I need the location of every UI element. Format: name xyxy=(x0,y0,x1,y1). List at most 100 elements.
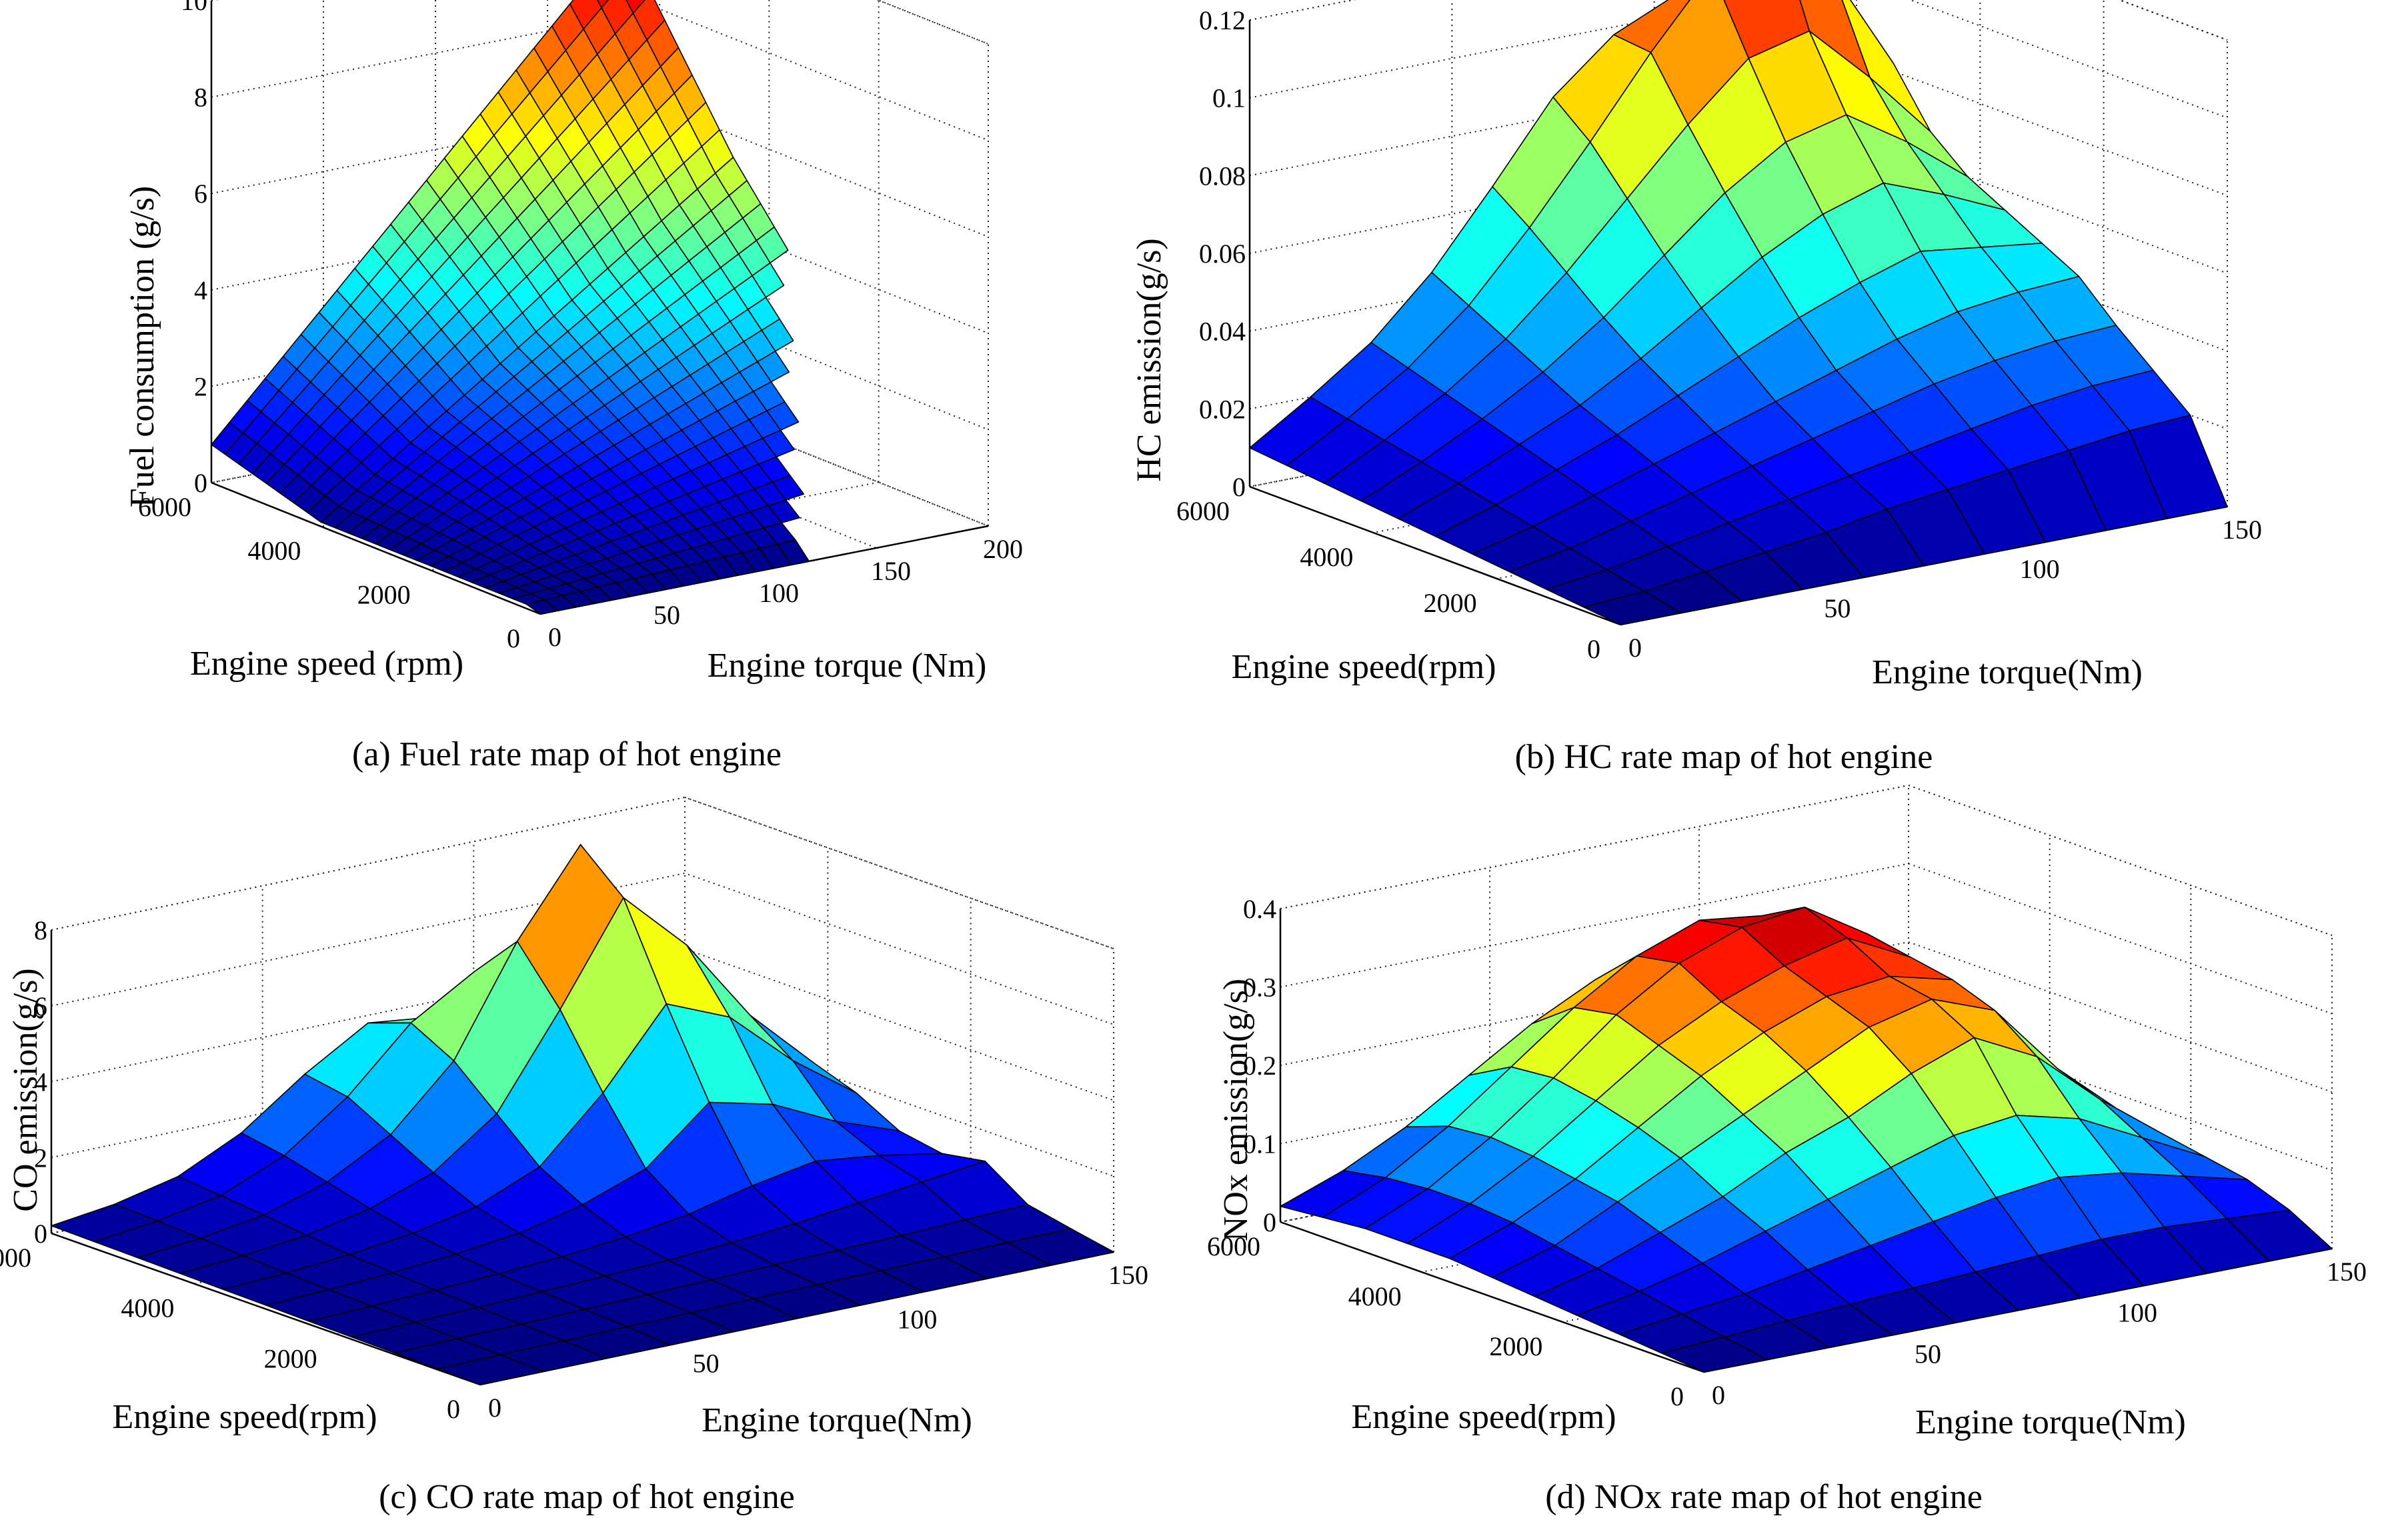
x-tick-label: 100 xyxy=(759,578,799,608)
x-axis-title: Engine torque (Nm) xyxy=(708,647,987,685)
tick-labels: 0 2 4 6 8 0 50 100 150 0 2000 4000 6000 xyxy=(0,915,1148,1424)
y-tick-label: 2000 xyxy=(1489,1331,1542,1361)
y-tick-label: 0 xyxy=(507,623,520,653)
z-tick-label: 0.4 xyxy=(1243,894,1276,924)
surface-patch xyxy=(1660,1336,1767,1373)
axes-edge xyxy=(1908,785,2333,936)
axes-edge xyxy=(876,0,989,45)
x-axis-title: Engine torque(Nm) xyxy=(1872,653,2143,691)
chart-panel-nox: 0 0.1 0.2 0.3 0.4 0 50 100 150 0 2000 4000 6000 Engin… xyxy=(1207,784,2367,1441)
x-tick-label: 100 xyxy=(2020,554,2060,584)
y-tick-label: 4000 xyxy=(247,536,301,566)
gridline-z xyxy=(1280,941,2333,1093)
gridline-z xyxy=(51,796,1114,949)
z-tick-label: 0 xyxy=(34,1219,47,1249)
y-tick-label: 6000 xyxy=(1176,496,1230,526)
y-tick-label: 6000 xyxy=(0,1243,31,1273)
y-axis-line xyxy=(1249,485,1621,626)
gridline-z xyxy=(51,872,1114,1025)
chart-panel-co: 0 2 4 6 8 0 50 100 150 0 2000 4000 6000 Engine torque… xyxy=(0,796,1148,1439)
chart-panel-hc: 0 0.02 0.04 0.06 0.08 0.1 0.12 0 50 100 150 0 2000 40… xyxy=(1130,0,2262,691)
y-tick-label: 2000 xyxy=(1424,588,1477,618)
x-tick-label: 50 xyxy=(1915,1339,1941,1369)
tick-labels: 0 0.02 0.04 0.06 0.08 0.1 0.12 0 50 100 150 0 2000 40… xyxy=(1176,5,2262,664)
x-tick-label: 200 xyxy=(983,534,1023,564)
z-tick-label: 0 xyxy=(194,468,207,498)
z-tick-label: 0.02 xyxy=(1199,394,1246,424)
z-tick-label: 0.08 xyxy=(1199,161,1246,191)
axes-edge xyxy=(1280,785,1909,909)
z-tick-label: 0.1 xyxy=(1243,1129,1276,1159)
axes-edge xyxy=(684,797,1114,949)
y-axis-title: Engine speed(rpm) xyxy=(1231,648,1496,686)
y-tick-label: 2000 xyxy=(357,579,411,609)
y-tick-label: 4000 xyxy=(1348,1281,1402,1311)
x-tick-label: 0 xyxy=(488,1393,501,1423)
y-tick-label: 4000 xyxy=(1300,542,1353,572)
y-axis-line xyxy=(1280,1221,1704,1373)
tick-labels: 0 0.1 0.2 0.3 0.4 0 50 100 150 0 2000 4000 6000 xyxy=(1207,894,2367,1411)
y-tick-label: 4000 xyxy=(121,1293,174,1323)
z-tick-label: 0.12 xyxy=(1199,5,1246,35)
z-tick-label: 0 xyxy=(1232,472,1246,502)
y-axis-line xyxy=(51,1232,481,1386)
z-tick-label: 8 xyxy=(34,915,47,945)
z-tick-label: 2 xyxy=(194,371,207,401)
z-tick-label: 8 xyxy=(194,83,207,113)
gridline-z xyxy=(51,948,1114,1101)
axes-edge xyxy=(2117,0,2228,41)
x-tick-label: 100 xyxy=(897,1304,937,1334)
x-tick-label: 50 xyxy=(693,1349,720,1379)
y-tick-label: 0 xyxy=(447,1394,460,1424)
x-tick-label: 150 xyxy=(1108,1260,1148,1290)
z-axis-title: HC emission(g/s) xyxy=(1130,238,1168,481)
y-tick-label: 6000 xyxy=(1207,1231,1260,1261)
y-tick-label: 6000 xyxy=(138,492,191,522)
z-axis-title: NOx emission(g/s) xyxy=(1217,979,1255,1241)
z-tick-label: 0.04 xyxy=(1199,317,1246,347)
surface-patch xyxy=(525,599,559,615)
y-tick-label: 0 xyxy=(1587,634,1600,664)
surface xyxy=(51,844,1114,1385)
gridline-z xyxy=(1280,1019,2333,1171)
z-axis-title: Fuel consumption (g/s) xyxy=(123,186,161,507)
x-tick-label: 0 xyxy=(1628,633,1642,663)
caption-co: (c) CO rate map of hot engine xyxy=(379,1478,795,1516)
surface-patch xyxy=(596,0,609,9)
x-tick-label: 50 xyxy=(1824,593,1851,623)
caption-nox: (d) NOx rate map of hot engine xyxy=(1545,1478,1983,1516)
z-tick-label: 4 xyxy=(194,275,207,305)
z-tick-label: 6 xyxy=(34,991,47,1021)
caption-fuel: (a) Fuel rate map of hot engine xyxy=(352,735,782,773)
z-tick-label: 0 xyxy=(1263,1207,1276,1237)
x-tick-label: 0 xyxy=(548,622,561,652)
z-tick-label: 6 xyxy=(194,179,207,209)
y-axis-title: Engine speed(rpm) xyxy=(112,1398,377,1436)
surface xyxy=(1280,907,2333,1373)
caption-hc: (b) HC rate map of hot engine xyxy=(1515,738,1933,776)
x-tick-label: 150 xyxy=(2222,515,2262,545)
surface xyxy=(1249,0,2228,625)
z-tick-label: 10 xyxy=(181,0,207,16)
surface xyxy=(211,0,810,615)
z-tick-label: 0.1 xyxy=(1212,83,1246,113)
surface-patch xyxy=(1582,591,1682,625)
y-tick-label: 0 xyxy=(1670,1381,1684,1411)
y-axis-title: Engine speed (rpm) xyxy=(190,645,463,683)
y-axis-title: Engine speed(rpm) xyxy=(1351,1398,1616,1436)
z-tick-label: 0.2 xyxy=(1243,1051,1276,1081)
surface-patch xyxy=(436,1354,544,1385)
z-tick-label: 0.3 xyxy=(1243,973,1276,1003)
x-tick-label: 150 xyxy=(2327,1257,2367,1287)
y-axis-line xyxy=(211,481,541,615)
z-axis-title: CO emission(g/s) xyxy=(7,968,45,1211)
x-tick-label: 100 xyxy=(2117,1298,2157,1328)
z-tick-label: 4 xyxy=(34,1067,47,1097)
axes-edge xyxy=(51,797,686,931)
x-tick-label: 0 xyxy=(1712,1380,1725,1410)
y-tick-label: 2000 xyxy=(264,1343,317,1373)
x-axis-title: Engine torque(Nm) xyxy=(702,1401,972,1439)
x-axis-title: Engine torque(Nm) xyxy=(1915,1403,2186,1441)
